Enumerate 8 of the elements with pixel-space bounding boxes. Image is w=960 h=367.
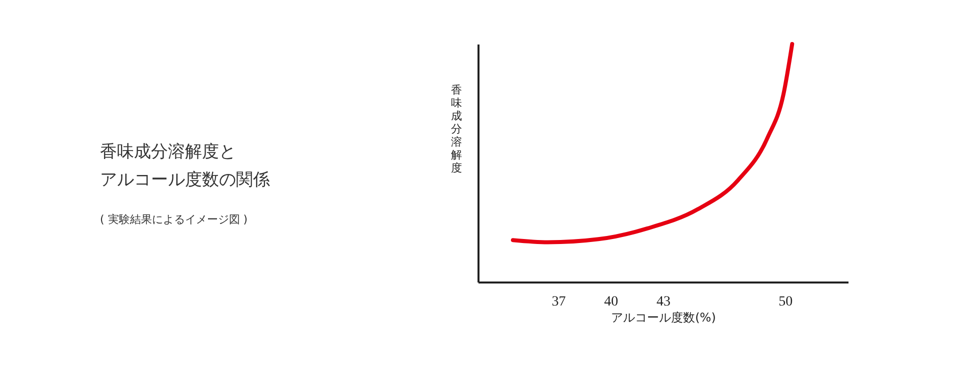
- y-axis-title: 香味成分溶解度: [451, 84, 462, 174]
- x-tick-label: 37: [552, 294, 566, 310]
- text: 香味成分溶解度とアルコール度数の関係: [100, 142, 270, 190]
- x-tick-label: 43: [656, 294, 670, 310]
- x-tick-label: 50: [778, 294, 793, 310]
- text: ( 実験結果によるイメージ図 ): [100, 213, 248, 226]
- x-axis-title: アルコール度数(%): [611, 310, 716, 324]
- x-tick-label: 40: [604, 294, 618, 310]
